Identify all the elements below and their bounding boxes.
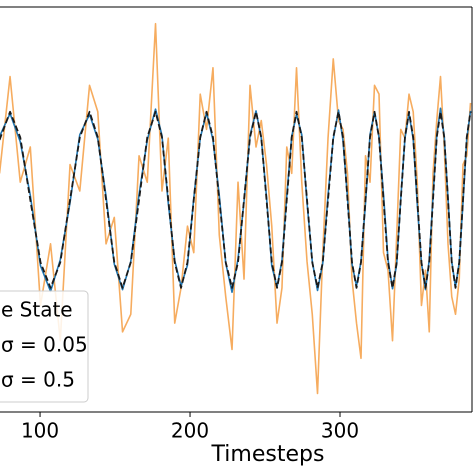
x-tick-label: 300 [321,419,359,443]
legend-label: σ = 0.05 [1,333,88,357]
x-tick-label: 100 [21,419,59,443]
legend-box [0,290,89,403]
x-axis-label: Timesteps [211,442,325,467]
legend-label: σ = 0.5 [1,368,75,392]
legend-label: e State [1,298,73,322]
series-line [0,110,472,289]
x-tick-label: 200 [171,419,209,443]
legend: e State σ = 0.05 σ = 0.5 [0,290,89,403]
